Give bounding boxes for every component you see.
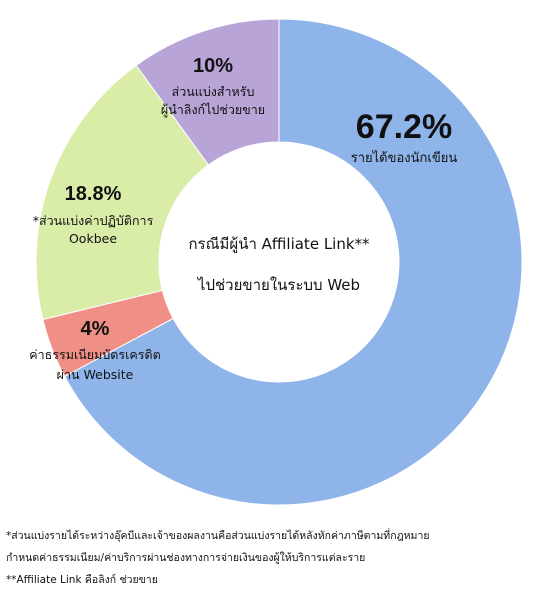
slice-label-credit-card-fee: 4% ค่าธรรมเนียมบัตรเครดิต ผ่าน Website bbox=[29, 318, 160, 382]
slice-ookbee-share bbox=[35, 64, 210, 321]
slice-label-affiliate-share: 10% ส่วนแบ่งสำหรับ ผู้นำลิงก์ไปช่วยขาย bbox=[161, 55, 265, 118]
center-label-line1: กรณีมีผู้นำ Affiliate Link** bbox=[188, 235, 370, 253]
slice-value-credit-card-fee: 4% bbox=[81, 318, 110, 340]
footnote-1: *ส่วนแบ่งรายได้ระหว่างอุ๊คบีและเจ้าของผล… bbox=[6, 530, 430, 542]
footnotes: *ส่วนแบ่งรายได้ระหว่างอุ๊คบีและเจ้าของผล… bbox=[6, 525, 546, 591]
slice-name-credit-card-fee-line1: ค่าธรรมเนียมบัตรเครดิต bbox=[29, 347, 160, 362]
slice-name-ookbee-share-line1: *ส่วนแบ่งค่าปฏิบัติการ bbox=[33, 213, 154, 228]
footnote-2: กำหนดค่าธรรมเนียม/ค่าบริการผ่านช่องทางกา… bbox=[6, 552, 366, 564]
slice-affiliate-share bbox=[135, 18, 280, 166]
slice-name-author-revenue: รายได้ของนักเขียน bbox=[351, 150, 458, 166]
slice-name-ookbee-share-line2: Ookbee bbox=[69, 231, 117, 246]
slice-label-author-revenue: 67.2% รายได้ของนักเขียน bbox=[351, 108, 458, 166]
donut-center-label: กรณีมีผู้นำ Affiliate Link** ไปช่วยขายใน… bbox=[188, 235, 370, 294]
slice-value-author-revenue: 67.2% bbox=[356, 108, 452, 146]
slice-name-credit-card-fee-line2: ผ่าน Website bbox=[57, 367, 134, 382]
slice-value-affiliate-share: 10% bbox=[193, 55, 233, 77]
slice-label-ookbee-share: 18.8% *ส่วนแบ่งค่าปฏิบัติการ Ookbee bbox=[33, 183, 154, 246]
center-label-line2: ไปช่วยขายในระบบ Web bbox=[197, 276, 360, 294]
slice-name-affiliate-share-line1: ส่วนแบ่งสำหรับ bbox=[172, 84, 255, 99]
slice-value-ookbee-share: 18.8% bbox=[65, 183, 122, 205]
slice-name-affiliate-share-line2: ผู้นำลิงก์ไปช่วยขาย bbox=[161, 102, 265, 118]
footnote-3: **Affiliate Link คือลิงก์ ช่วยขาย bbox=[6, 574, 158, 586]
donut-chart: 67.2% รายได้ของนักเขียน 4% ค่าธรรมเนียมบ… bbox=[29, 18, 523, 506]
slice-author-revenue bbox=[63, 18, 523, 506]
donut-slices bbox=[35, 18, 523, 506]
